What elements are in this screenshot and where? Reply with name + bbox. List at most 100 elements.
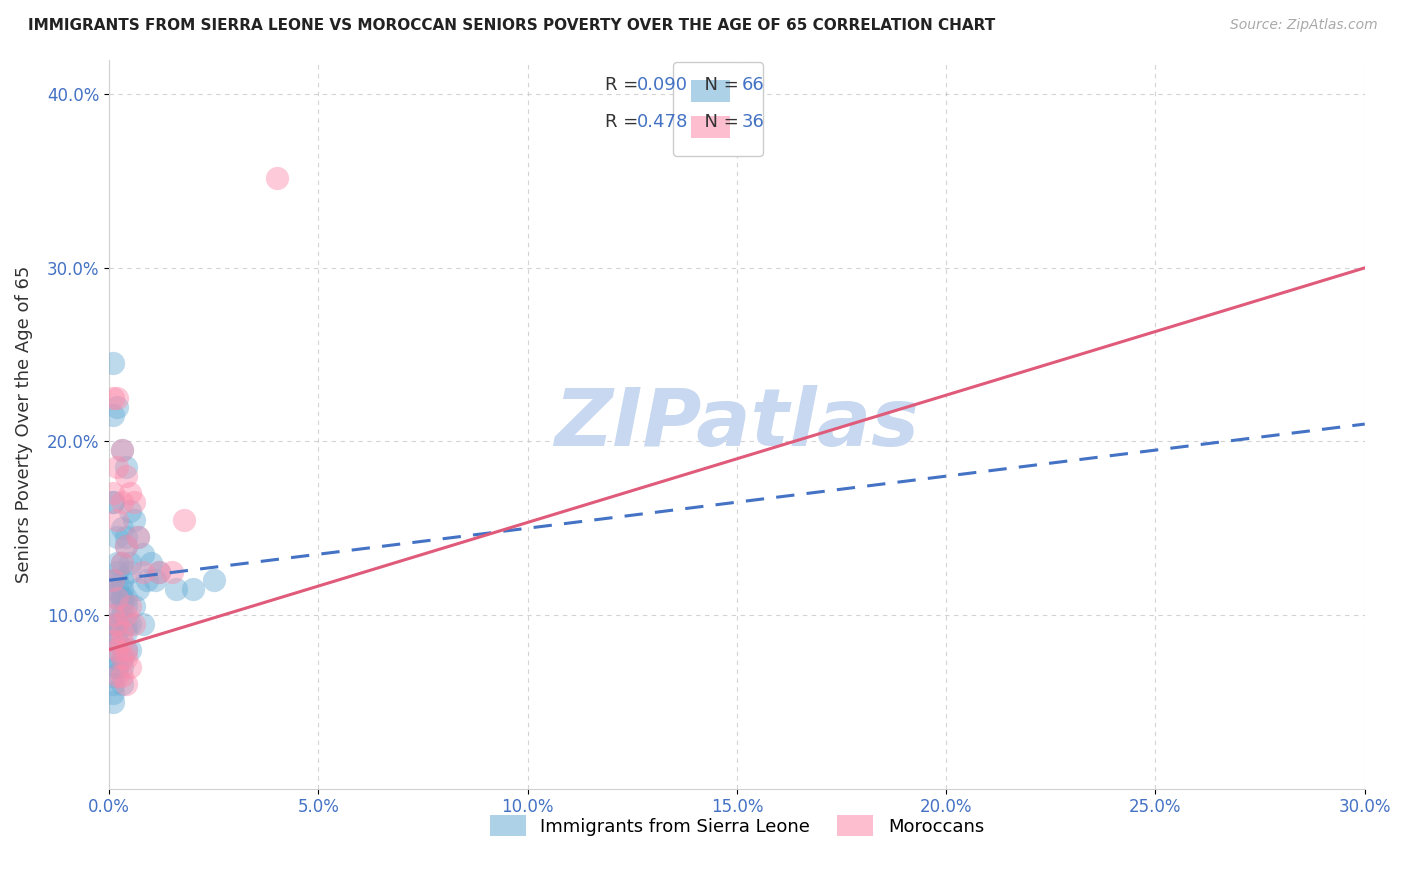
Point [115, 591, 138, 605]
Point [111, 660, 134, 674]
Point [103, 495, 125, 509]
Point [103, 495, 125, 509]
Point [115, 642, 138, 657]
Point [181, 582, 204, 596]
Text: R =: R = [605, 112, 644, 130]
Point [115, 460, 138, 475]
Point [107, 616, 129, 631]
Point [111, 556, 134, 570]
Point [107, 634, 129, 648]
Point [115, 539, 138, 553]
Point [122, 599, 145, 614]
Text: 36: 36 [742, 112, 765, 130]
Point [107, 400, 129, 414]
Text: 0.090: 0.090 [637, 76, 688, 95]
Point [107, 642, 129, 657]
Point [107, 591, 129, 605]
Point [131, 616, 153, 631]
Point [107, 556, 129, 570]
Point [111, 443, 134, 458]
Point [115, 530, 138, 544]
Point [111, 582, 134, 596]
Point [115, 642, 138, 657]
Point [103, 574, 125, 588]
Text: N =: N = [693, 76, 745, 95]
Point [160, 565, 183, 579]
Point [118, 599, 141, 614]
Point [103, 582, 125, 596]
Point [103, 634, 125, 648]
Point [131, 547, 153, 561]
Point [148, 565, 170, 579]
Point [118, 642, 141, 657]
Point [135, 574, 157, 588]
Point [107, 574, 129, 588]
Point [173, 512, 195, 526]
Text: N =: N = [693, 112, 745, 130]
Point [115, 651, 138, 665]
Point [115, 469, 138, 483]
Point [107, 512, 129, 526]
Point [103, 607, 125, 622]
Text: 0.478: 0.478 [637, 112, 688, 130]
Point [107, 616, 129, 631]
Point [111, 599, 134, 614]
Point [131, 565, 153, 579]
Point [111, 625, 134, 640]
Point [107, 460, 129, 475]
Point [111, 651, 134, 665]
Point [111, 651, 134, 665]
Point [111, 556, 134, 570]
Point [107, 599, 129, 614]
Point [111, 669, 134, 683]
Point [111, 443, 134, 458]
Point [107, 660, 129, 674]
Point [103, 616, 125, 631]
Point [148, 565, 170, 579]
Point [107, 660, 129, 674]
Legend: Immigrants from Sierra Leone, Moroccans: Immigrants from Sierra Leone, Moroccans [481, 806, 993, 845]
Point [118, 486, 141, 500]
Y-axis label: Seniors Poverty Over the Age of 65: Seniors Poverty Over the Age of 65 [15, 266, 32, 582]
Point [115, 625, 138, 640]
Point [111, 574, 134, 588]
Point [103, 391, 125, 405]
Point [118, 616, 141, 631]
Point [202, 574, 225, 588]
Point [127, 530, 149, 544]
Point [122, 495, 145, 509]
Text: IMMIGRANTS FROM SIERRA LEONE VS MOROCCAN SENIORS POVERTY OVER THE AGE OF 65 CORR: IMMIGRANTS FROM SIERRA LEONE VS MOROCCAN… [28, 18, 995, 33]
Point [103, 686, 125, 700]
Point [111, 495, 134, 509]
Point [103, 695, 125, 709]
Point [115, 607, 138, 622]
Point [107, 582, 129, 596]
Point [115, 677, 138, 691]
Point [107, 391, 129, 405]
Text: ZIPatlas: ZIPatlas [554, 385, 920, 463]
Point [111, 607, 134, 622]
Point [266, 170, 288, 185]
Point [107, 616, 129, 631]
Point [127, 582, 149, 596]
Point [118, 565, 141, 579]
Point [107, 565, 129, 579]
Point [143, 574, 166, 588]
Point [115, 539, 138, 553]
Point [118, 660, 141, 674]
Text: R =: R = [605, 76, 644, 95]
Text: 66: 66 [742, 76, 765, 95]
Point [107, 669, 129, 683]
Point [103, 486, 125, 500]
Point [103, 677, 125, 691]
Text: Source: ZipAtlas.com: Source: ZipAtlas.com [1230, 18, 1378, 32]
Point [103, 409, 125, 423]
Point [111, 677, 134, 691]
Point [103, 669, 125, 683]
Point [103, 625, 125, 640]
Point [118, 556, 141, 570]
Point [165, 582, 187, 596]
Point [103, 574, 125, 588]
Point [115, 616, 138, 631]
Point [122, 616, 145, 631]
